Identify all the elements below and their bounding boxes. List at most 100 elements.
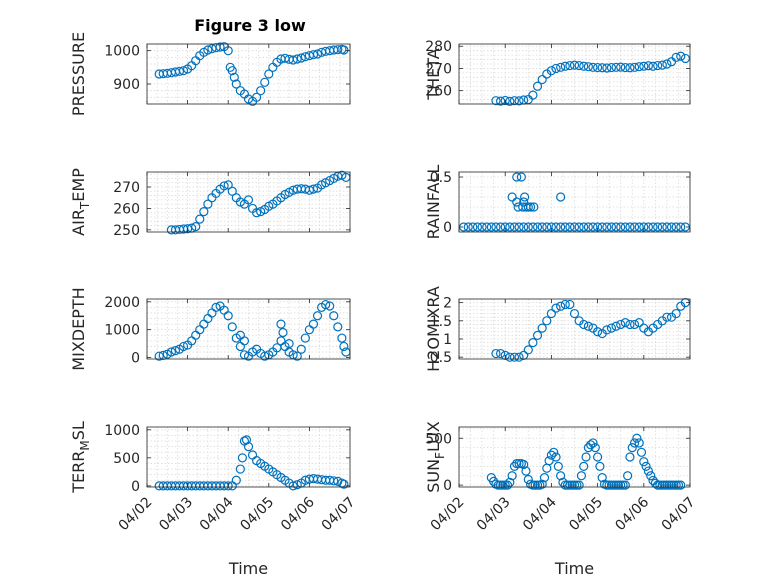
y-axis-label-rest: SL [69,421,88,440]
data-point [260,77,270,87]
y-tick-label: 2000 [104,295,140,311]
data-point [495,222,506,232]
data-point [472,222,483,232]
data-point [643,466,654,476]
y-axis-label-main: TERR [69,451,88,494]
data-point [620,480,630,490]
data-point [581,452,591,462]
data-point [662,222,672,232]
y-tick-label: 0 [443,478,452,494]
data-point [616,222,626,232]
data-point [292,480,302,490]
data-point [308,184,319,194]
data-point [227,186,237,196]
data-point [556,471,566,481]
data-point [276,319,286,329]
data-point [223,180,233,190]
data-point [528,222,538,232]
data-point [579,319,589,330]
data-point [565,60,575,71]
data-point [574,222,584,232]
data-point [477,222,487,232]
data-point [539,473,550,483]
x-tick-label: 04/05 [566,494,606,534]
data-point [676,51,686,61]
data-point [532,480,543,490]
x-tick-label: 04/06 [612,494,652,534]
data-point [229,72,239,82]
x-tick-label: 04/04 [520,494,560,534]
data-point [586,440,596,450]
data-point [625,452,635,462]
data-point [657,480,667,490]
data-point [537,479,547,489]
data-point [495,96,506,106]
data-point [648,222,658,232]
data-point [514,458,524,469]
x-tick-label: 04/07 [659,494,699,534]
data-point [195,214,205,224]
data-point [178,66,189,76]
y-tick-label: 260 [113,201,140,217]
data-point [339,479,349,489]
data-point [308,50,319,60]
data-point [616,62,626,72]
data-point [671,308,681,319]
data-point [588,222,598,232]
data-point [606,62,617,73]
data-point [657,222,667,232]
data-point [528,338,538,348]
data-point [532,330,543,340]
y-axis-label-subscript: T [78,201,92,210]
y-axis-label-subscript: F [433,452,447,459]
y-axis-label: MIXDEPTH [69,287,88,370]
data-point [556,222,566,232]
y-axis-label: RAINFALL [424,165,443,240]
data-point [544,456,554,466]
y-axis-label-main: MIXDEPTH [69,287,88,370]
data-point [551,452,561,462]
x-tick-label: 04/03 [474,494,514,534]
data-point [634,62,644,72]
data-point [495,348,506,359]
data-point [602,325,612,335]
data-point [662,312,672,322]
data-point [659,480,670,490]
data-point [579,222,589,232]
data-point [199,207,209,217]
y-tick-label: 0 [443,220,452,236]
data-point [509,96,520,106]
data-point [329,311,339,321]
data-point [519,197,529,207]
data-point [629,438,640,448]
data-point [529,202,539,212]
data-point [629,62,640,72]
y-axis-label-main: THETA [424,48,443,100]
y-axis-label-main: RAINFALL [424,165,443,240]
data-point [502,480,513,490]
data-point [241,435,252,445]
data-point [639,457,649,467]
data-point [574,480,584,490]
data-point [569,480,580,490]
data-point [602,222,612,232]
data-point [292,54,302,64]
data-point [512,458,522,469]
data-point [553,461,563,471]
data-point [523,474,533,485]
data-point [634,222,644,232]
y-axis-label: SUNFLUX [424,421,447,493]
data-point [583,321,593,331]
data-point [521,466,531,476]
y-axis-label: AIRTEMP [69,168,92,236]
data-series [491,298,690,362]
data-point [604,480,614,490]
chart-panel: 250 260 270 AIRTEMP [69,168,351,239]
data-point [666,480,677,490]
x-tick-label: 04/02 [428,494,468,534]
data-series [154,299,351,361]
data-point [493,480,503,490]
data-point [560,480,570,490]
data-point [512,197,522,207]
